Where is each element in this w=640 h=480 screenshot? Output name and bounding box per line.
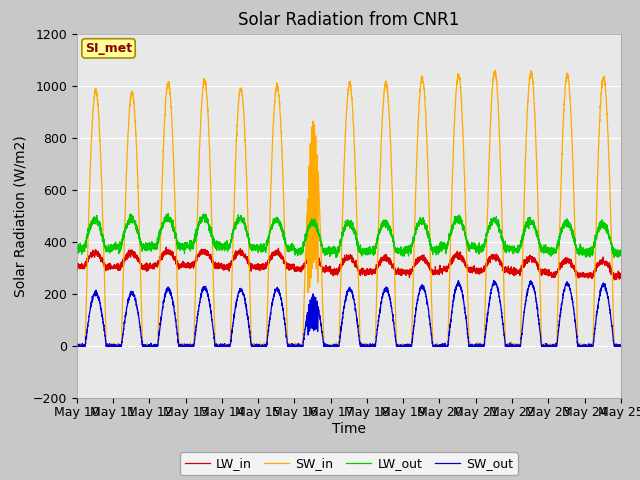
LW_in <box>616 276 624 281</box>
Line: LW_out: LW_out <box>77 214 621 258</box>
SW_out <box>329 343 337 349</box>
LW_in <box>611 277 618 283</box>
SW_in <box>74 343 81 349</box>
LW_in <box>471 267 479 273</box>
SW_out <box>454 277 462 283</box>
Line: SW_in: SW_in <box>77 71 621 346</box>
SW_out <box>617 343 625 348</box>
Legend: LW_in, SW_in, LW_out, SW_out: LW_in, SW_in, LW_out, SW_out <box>180 452 518 475</box>
SW_out <box>171 310 179 316</box>
X-axis label: Time: Time <box>332 422 366 436</box>
LW_out <box>332 255 340 261</box>
LW_in <box>441 264 449 269</box>
SW_out <box>502 343 509 349</box>
SW_in <box>502 343 509 349</box>
SW_in <box>441 342 449 348</box>
SW_out <box>74 343 81 349</box>
LW_out <box>164 211 172 216</box>
LW_in <box>329 270 337 276</box>
SW_in <box>471 343 479 349</box>
LW_in <box>171 254 179 260</box>
SW_in <box>527 68 535 73</box>
SW_in <box>329 342 337 348</box>
LW_in <box>502 264 509 270</box>
Line: SW_out: SW_out <box>77 280 621 346</box>
SW_in <box>616 343 624 349</box>
LW_out <box>73 251 81 257</box>
SW_in <box>171 192 179 197</box>
SW_out <box>616 343 624 349</box>
SW_out <box>471 343 479 349</box>
LW_in <box>73 265 81 271</box>
LW_out <box>471 241 479 247</box>
LW_in <box>617 273 625 279</box>
LW_out <box>617 247 625 252</box>
Line: LW_in: LW_in <box>77 247 621 280</box>
LW_out <box>502 244 509 250</box>
LW_out <box>329 247 337 252</box>
SW_out <box>73 343 81 348</box>
SW_out <box>441 342 449 348</box>
Text: SI_met: SI_met <box>85 42 132 55</box>
LW_out <box>616 253 624 259</box>
LW_out <box>441 242 449 248</box>
LW_in <box>163 244 170 250</box>
Title: Solar Radiation from CNR1: Solar Radiation from CNR1 <box>238 11 460 29</box>
Y-axis label: Solar Radiation (W/m2): Solar Radiation (W/m2) <box>13 135 27 297</box>
LW_out <box>171 232 179 238</box>
SW_in <box>617 343 625 349</box>
SW_in <box>73 341 81 347</box>
